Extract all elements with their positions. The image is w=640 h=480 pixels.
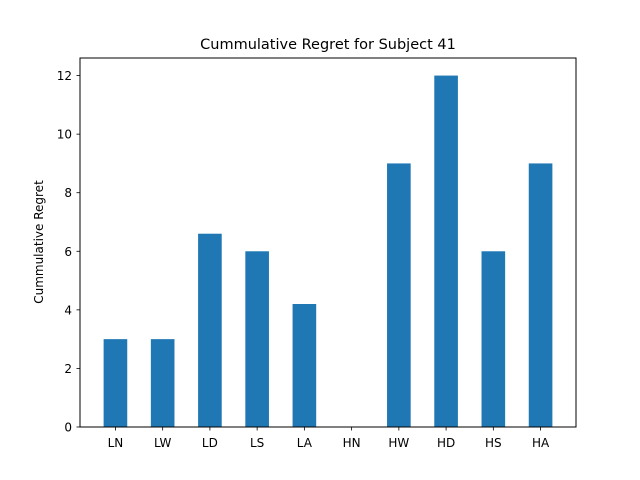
y-tick-label: 8 <box>64 186 72 200</box>
bar-lw <box>150 339 175 427</box>
y-tick-label: 6 <box>64 245 72 259</box>
y-tick-label: 12 <box>57 69 72 83</box>
y-tick-label: 10 <box>57 128 72 142</box>
y-tick-label: 4 <box>64 303 72 317</box>
bar-hs <box>481 251 506 427</box>
y-tick-label: 0 <box>64 421 72 435</box>
x-tick-label: HS <box>485 436 502 450</box>
bar-hw <box>387 163 411 427</box>
y-axis-label: Cummulative Regret <box>32 180 46 304</box>
bar-ln <box>103 339 128 427</box>
x-tick-label: LN <box>108 436 124 450</box>
x-tick-label: HD <box>437 436 455 450</box>
bars-group <box>103 75 553 428</box>
bar-hd <box>434 75 458 428</box>
chart-title: Cummulative Regret for Subject 41 <box>200 37 456 53</box>
x-tick-label: LS <box>250 436 264 450</box>
bar-ha <box>528 163 553 427</box>
x-axis: LN LW LD LS LA HN HW HD HS HA <box>108 427 550 450</box>
bar-ls <box>245 251 269 427</box>
x-tick-label: HW <box>388 436 409 450</box>
x-tick-label: LA <box>297 436 313 450</box>
x-tick-label: LW <box>154 436 172 450</box>
plot-frame <box>79 57 577 428</box>
x-tick-label: HA <box>532 436 550 450</box>
x-tick-label: LD <box>202 436 218 450</box>
x-tick-label: HN <box>343 436 361 450</box>
bar-ld <box>198 233 222 427</box>
bar-la <box>292 304 317 427</box>
y-tick-label: 2 <box>64 362 72 376</box>
y-axis: 0 2 4 6 8 10 12 <box>57 69 80 435</box>
